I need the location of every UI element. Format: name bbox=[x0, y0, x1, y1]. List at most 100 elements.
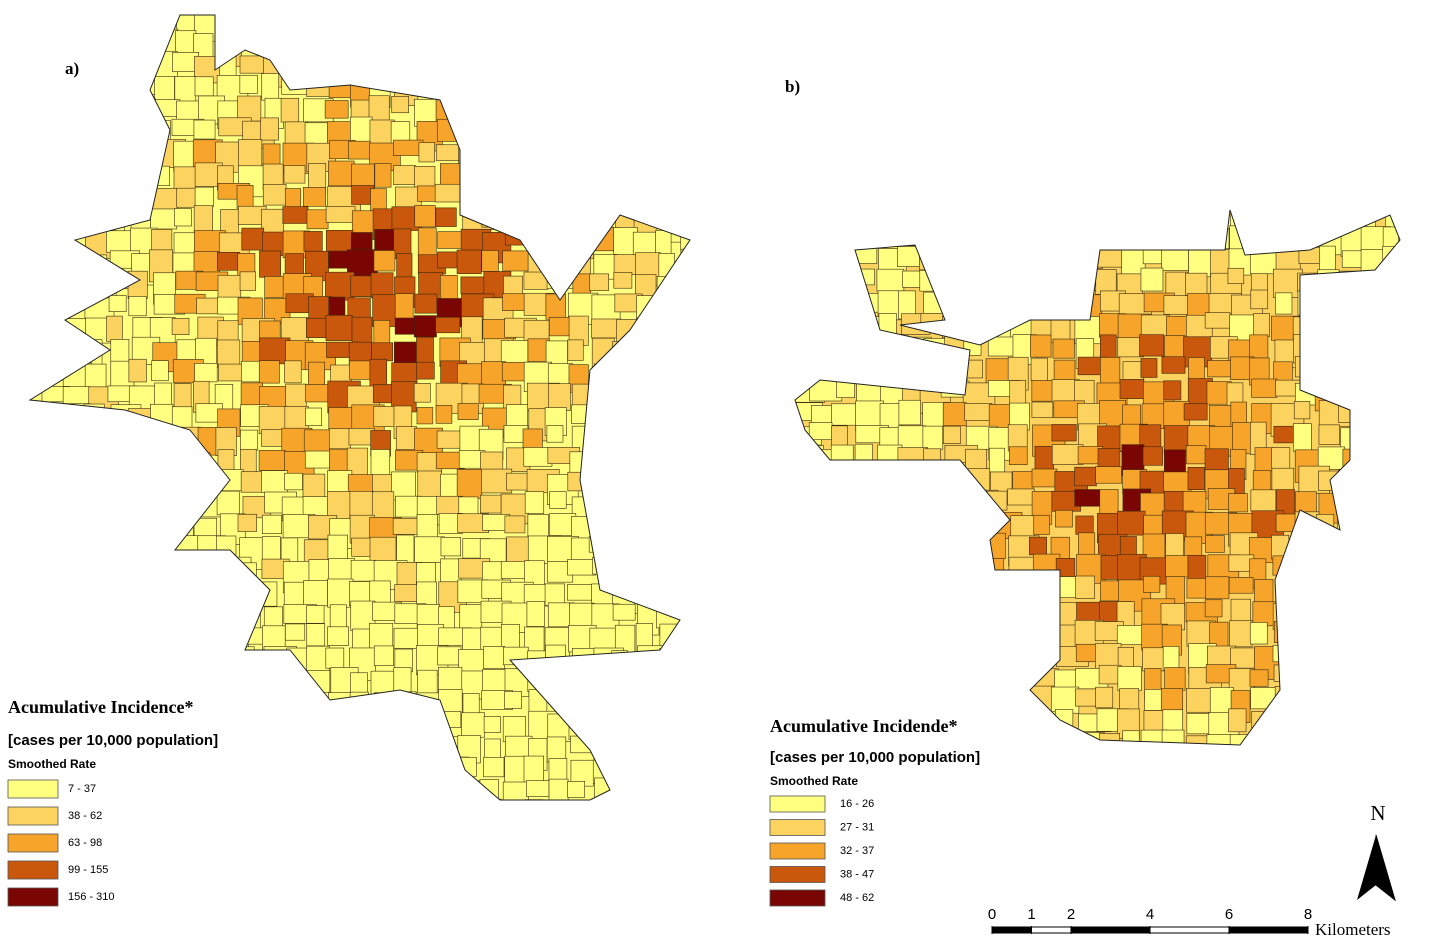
tract bbox=[680, 231, 690, 252]
tract bbox=[30, 474, 36, 492]
tract bbox=[1293, 423, 1312, 452]
tract bbox=[680, 758, 690, 777]
tract bbox=[306, 605, 325, 624]
tract bbox=[483, 184, 505, 209]
tract bbox=[1253, 732, 1284, 745]
tract bbox=[1407, 735, 1431, 765]
tract bbox=[679, 141, 690, 171]
tract bbox=[260, 15, 280, 33]
tract bbox=[546, 425, 564, 443]
tract bbox=[30, 144, 49, 165]
tract bbox=[241, 360, 260, 383]
tract bbox=[875, 361, 894, 389]
tract bbox=[434, 183, 467, 203]
tract bbox=[61, 429, 82, 457]
tract bbox=[171, 406, 193, 437]
tract bbox=[833, 471, 864, 504]
tract bbox=[414, 205, 436, 228]
tract bbox=[107, 99, 142, 125]
tract bbox=[82, 448, 108, 477]
tract bbox=[833, 668, 863, 686]
tract bbox=[682, 734, 690, 754]
tract bbox=[1230, 210, 1251, 227]
tract bbox=[567, 781, 586, 798]
tract bbox=[503, 646, 529, 666]
tract bbox=[567, 559, 596, 576]
tract bbox=[351, 316, 373, 346]
tract bbox=[901, 624, 922, 650]
tract bbox=[62, 516, 94, 547]
tract bbox=[88, 165, 120, 192]
tract bbox=[1185, 272, 1208, 296]
tract bbox=[1362, 449, 1380, 468]
tract bbox=[1249, 334, 1269, 359]
tract bbox=[216, 490, 240, 516]
tract bbox=[83, 582, 101, 616]
tract bbox=[130, 452, 162, 477]
tract bbox=[681, 360, 690, 387]
tract bbox=[1359, 469, 1385, 500]
tract bbox=[831, 534, 857, 563]
tract bbox=[610, 561, 641, 579]
tract bbox=[1316, 514, 1335, 544]
tract bbox=[1140, 358, 1158, 378]
tract bbox=[220, 15, 246, 31]
tract bbox=[458, 799, 486, 800]
tract bbox=[43, 558, 69, 578]
tract bbox=[544, 583, 565, 606]
tract bbox=[1117, 225, 1145, 250]
tract bbox=[416, 15, 444, 27]
tract bbox=[527, 672, 552, 693]
tract bbox=[197, 648, 221, 683]
tract bbox=[878, 313, 897, 339]
tract bbox=[655, 230, 672, 256]
tract bbox=[611, 760, 637, 783]
tract bbox=[215, 804, 239, 824]
tract bbox=[898, 491, 917, 522]
tract bbox=[41, 29, 71, 52]
tract bbox=[876, 268, 905, 292]
tract bbox=[855, 690, 881, 715]
tract bbox=[677, 74, 690, 98]
legend-title: Acumulative Incidende* bbox=[770, 716, 958, 736]
tract bbox=[858, 532, 882, 559]
tract bbox=[615, 734, 644, 760]
tract bbox=[831, 225, 853, 244]
tract bbox=[63, 452, 96, 476]
tract bbox=[1360, 731, 1384, 745]
tract bbox=[370, 449, 391, 476]
tract bbox=[170, 602, 201, 620]
tract bbox=[612, 185, 644, 217]
tract bbox=[440, 15, 473, 44]
tract bbox=[303, 757, 337, 788]
tract bbox=[1340, 536, 1369, 555]
tract bbox=[592, 669, 624, 694]
tract bbox=[417, 802, 436, 830]
tract bbox=[1385, 357, 1400, 389]
tract bbox=[259, 669, 289, 702]
tract bbox=[151, 628, 169, 655]
tract bbox=[307, 711, 332, 743]
tract bbox=[394, 317, 416, 335]
tract bbox=[263, 802, 281, 819]
tract bbox=[614, 119, 632, 144]
tract bbox=[547, 670, 569, 690]
tract bbox=[393, 165, 417, 186]
tract bbox=[1161, 729, 1185, 745]
tract bbox=[1341, 578, 1359, 599]
tract bbox=[546, 204, 576, 223]
tract bbox=[633, 535, 657, 558]
tract bbox=[659, 78, 690, 112]
tract bbox=[395, 736, 423, 766]
tract bbox=[1165, 227, 1199, 247]
tract bbox=[329, 802, 346, 831]
tract bbox=[1143, 575, 1161, 593]
tract bbox=[1340, 293, 1361, 320]
tract bbox=[1008, 272, 1040, 301]
tract bbox=[1318, 712, 1345, 741]
tract bbox=[1031, 401, 1054, 418]
tract bbox=[1161, 247, 1189, 271]
tract bbox=[1010, 245, 1039, 270]
tract bbox=[1319, 645, 1347, 673]
tract bbox=[502, 15, 531, 30]
